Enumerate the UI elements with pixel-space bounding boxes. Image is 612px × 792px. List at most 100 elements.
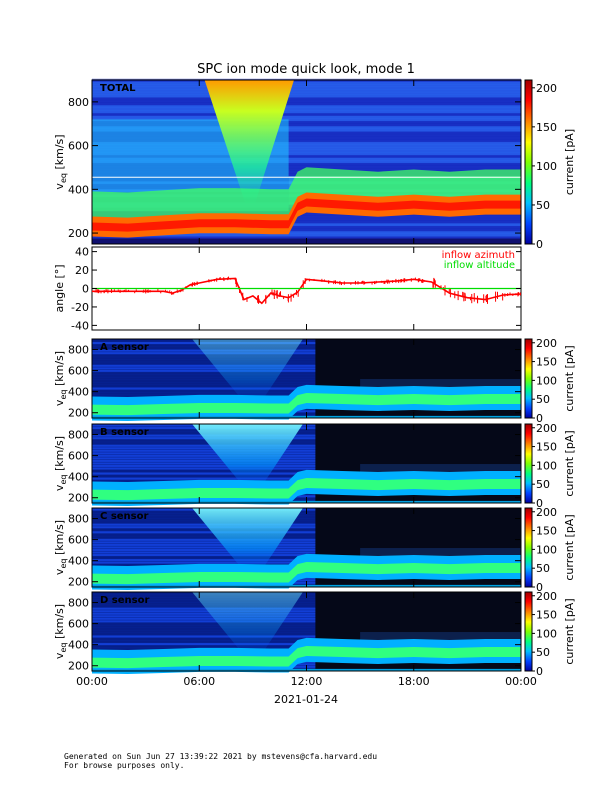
heatmap-band xyxy=(92,439,316,442)
colorbar-tick-label: 100 xyxy=(536,459,557,472)
colorbar xyxy=(524,507,533,588)
heatmap-band xyxy=(92,149,521,153)
heatmap-cone xyxy=(204,80,294,205)
heatmap-band xyxy=(92,392,316,395)
heatmap-band xyxy=(92,531,316,534)
x-tick-label: 12:00 xyxy=(291,675,323,688)
heatmap-band xyxy=(92,390,316,393)
heatmap-band xyxy=(92,627,316,630)
y-tick-label: 800 xyxy=(68,429,89,442)
colorbar-tick-label: 50 xyxy=(536,646,550,659)
colorbar-tick-label: 50 xyxy=(536,199,550,212)
y-tick-label: 200 xyxy=(68,492,89,505)
heatmap-band xyxy=(92,131,521,135)
heatmap-band xyxy=(92,94,521,98)
heatmap-band xyxy=(92,162,521,166)
heatmap-band xyxy=(92,467,316,470)
heatmap-core xyxy=(92,478,521,501)
heatmap-core xyxy=(92,198,521,232)
heatmap-total: TOTAL xyxy=(91,78,522,245)
colorbar-tick-label: 100 xyxy=(536,374,557,387)
heatmap-band xyxy=(92,139,521,143)
colorbar-tick-label: 0 xyxy=(536,412,543,425)
heatmap-band xyxy=(92,136,521,140)
colorbar-tick-label: 150 xyxy=(536,121,557,134)
heatmap-band xyxy=(92,165,521,169)
heatmap-band xyxy=(92,120,521,124)
heatmap-band xyxy=(92,615,316,618)
heatmap-band xyxy=(92,617,316,620)
heatmap-band xyxy=(92,454,316,457)
colorbar xyxy=(524,423,533,504)
heatmap-band xyxy=(92,228,521,232)
heatmap-band xyxy=(92,104,521,108)
heatmap-band xyxy=(92,125,521,129)
heatmap-sensor-d: D sensor xyxy=(91,591,522,674)
heatmap-band xyxy=(92,605,316,608)
heatmap-band xyxy=(92,97,521,101)
heatmap-band xyxy=(92,548,316,551)
heatmap-band xyxy=(92,385,316,388)
y-axis-label: veq [km/s] xyxy=(53,351,68,406)
y-axis-label: veq [km/s] xyxy=(53,134,68,189)
heatmap-band xyxy=(92,220,521,224)
heatmap-sensor-c: C sensor xyxy=(91,507,522,590)
colorbar-tick-label: 0 xyxy=(536,581,543,594)
heatmap-band xyxy=(92,538,316,541)
y-tick-label: 800 xyxy=(68,513,89,526)
heatmap-band xyxy=(92,374,316,377)
heatmap-band xyxy=(92,99,521,103)
heatmap-band xyxy=(92,561,316,564)
heatmap-band xyxy=(92,352,316,355)
y-tick-label: 400 xyxy=(68,183,89,196)
y-tick-label: 200 xyxy=(68,227,89,240)
heatmap-band xyxy=(92,359,316,362)
y-tick-label: 200 xyxy=(68,660,89,673)
colorbar-tick-label: 150 xyxy=(536,609,557,622)
heatmap-band xyxy=(92,625,316,628)
heatmap-band xyxy=(92,367,316,370)
heatmap-band xyxy=(92,107,521,111)
heatmap-band xyxy=(92,225,521,229)
colorbar-tick-label: 150 xyxy=(536,525,557,538)
heatmap-band xyxy=(92,464,316,467)
heatmap-band xyxy=(92,546,316,549)
y-axis-label: veq [km/s] xyxy=(53,520,68,575)
heatmap-band xyxy=(92,89,521,93)
legend-entry: inflow azimuth xyxy=(442,250,515,261)
y-tick-label: 600 xyxy=(68,618,89,631)
heatmap-band xyxy=(92,462,316,465)
heatmap-band xyxy=(92,457,316,460)
heatmap-cone xyxy=(192,424,303,492)
y-tick-label: 800 xyxy=(68,96,89,109)
colorbar-label: current [pA] xyxy=(563,514,576,580)
heatmap-band xyxy=(92,551,316,554)
heatmap-band xyxy=(92,233,521,237)
heatmap-band xyxy=(92,382,316,385)
colorbar-tick-label: 100 xyxy=(536,543,557,556)
heatmap-band xyxy=(92,387,316,390)
y-tick-label: 600 xyxy=(68,140,89,153)
y-tick-label: 400 xyxy=(68,471,89,484)
y-tick-label: 600 xyxy=(68,365,89,378)
x-tick-label: 00:00 xyxy=(505,675,537,688)
x-tick-label: 06:00 xyxy=(183,675,215,688)
heatmap-band xyxy=(92,152,521,156)
colorbar-tick-label: 100 xyxy=(536,627,557,640)
heatmap-band xyxy=(92,215,521,219)
heatmap-band xyxy=(92,554,316,557)
heatmap-band xyxy=(92,528,316,531)
colorbar-tick-label: 50 xyxy=(536,478,550,491)
heatmap-band xyxy=(92,236,521,240)
heatmap-band xyxy=(92,635,316,638)
heatmap-band xyxy=(92,154,521,158)
y-tick-label: 0 xyxy=(82,283,89,296)
heatmap-band xyxy=(92,472,316,475)
heatmap-band xyxy=(92,533,316,536)
heatmap-band xyxy=(92,379,316,382)
colorbar-tick-label: 200 xyxy=(536,337,557,350)
heatmap-band xyxy=(92,377,316,380)
colorbar-tick-label: 50 xyxy=(536,393,550,406)
colorbar-label: current [pA] xyxy=(563,598,576,664)
x-tick-label: 18:00 xyxy=(398,675,430,688)
